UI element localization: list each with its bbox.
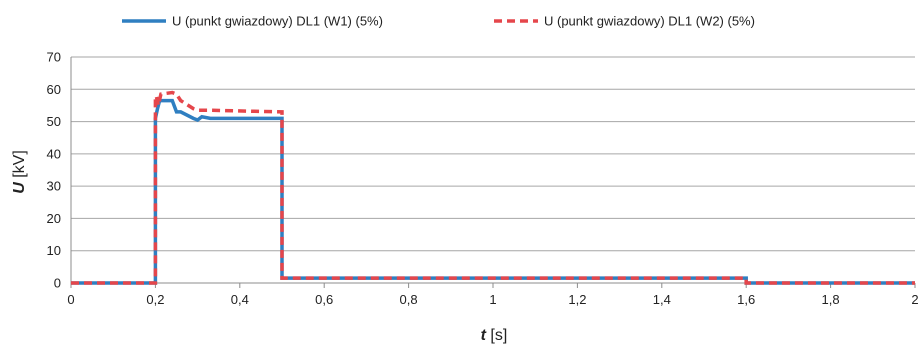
y-tick-label: 50 [47, 114, 61, 129]
y-tick-label: 30 [47, 179, 61, 194]
series-line-1 [71, 98, 915, 285]
y-tick-label: 60 [47, 82, 61, 97]
grid-lines [71, 56, 915, 284]
x-tick-label: 1,2 [568, 292, 586, 307]
y-tick-label: 0 [54, 276, 61, 291]
x-tick-label: 0,6 [315, 292, 333, 307]
x-tick-label: 0 [67, 292, 74, 307]
y-tick-label: 20 [47, 211, 61, 226]
x-tick-label: 1,8 [822, 292, 840, 307]
y-tick-label: 40 [47, 146, 61, 161]
y-axis-symbol: U [11, 182, 28, 194]
x-tick-label: 1,4 [653, 292, 671, 307]
x-tick-label: 1,6 [737, 292, 755, 307]
x-tick-label: 0,2 [146, 292, 164, 307]
x-tick-label: 0,8 [400, 292, 418, 307]
axes [70, 57, 916, 288]
x-tick-label: 0,4 [231, 292, 249, 307]
series-lines [71, 90, 915, 285]
y-axis-unit: [kV] [11, 150, 28, 182]
y-tick-label: 10 [47, 243, 61, 258]
x-tick-label: 2 [911, 292, 918, 307]
x-tick-labels: 0 0,2 0,4 0,6 0,8 1 1,2 1,4 1,6 1,8 2 [67, 292, 918, 307]
x-axis-unit: [s] [486, 327, 507, 344]
x-tick-label: 1 [489, 292, 496, 307]
y-tick-labels: 0 10 20 30 40 50 60 70 [47, 50, 61, 291]
legend: U (punkt gwiazdowy) DL1 (W1) (5%) U (punk… [122, 14, 755, 29]
legend-label-2: U (punkt gwiazdowy) DL1 (W2) (5%) [544, 14, 755, 29]
x-axis-symbol: t [481, 327, 487, 344]
y-axis-label: U [kV] [11, 150, 28, 194]
y-tick-label: 70 [47, 50, 61, 65]
legend-label-1: U (punkt gwiazdowy) DL1 (W1) (5%) [172, 14, 383, 29]
series-line-2 [71, 90, 915, 285]
x-axis-label: t [s] [481, 327, 508, 344]
